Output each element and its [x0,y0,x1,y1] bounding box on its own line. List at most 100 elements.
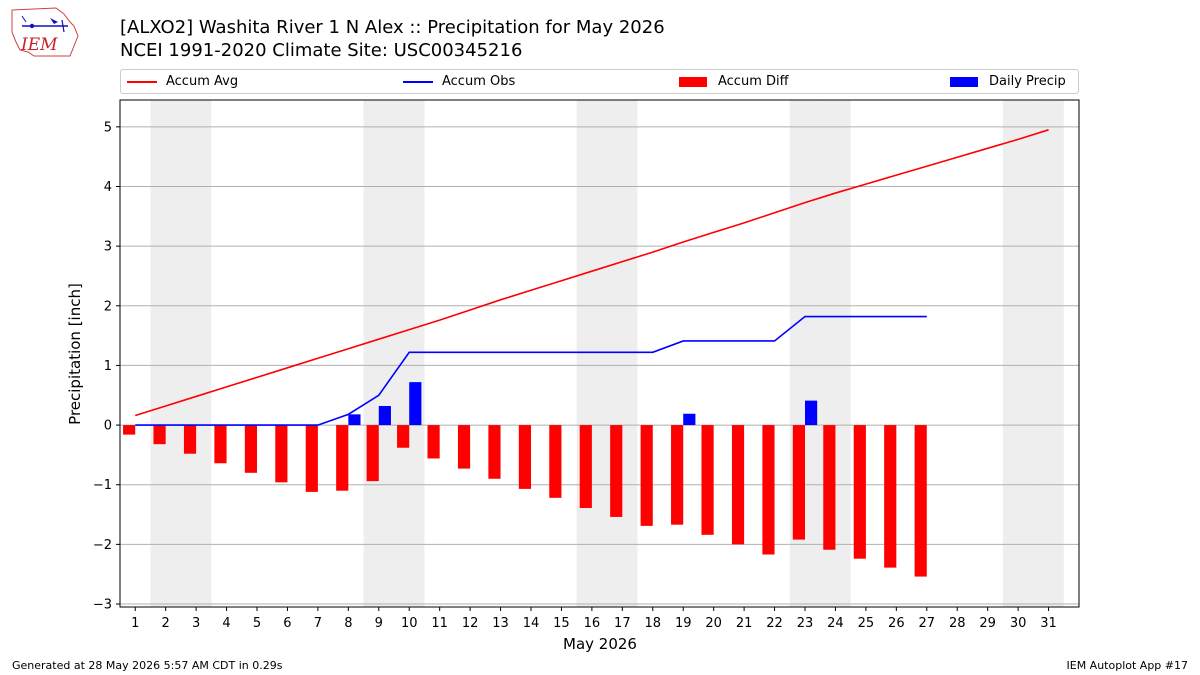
x-tick-label: 4 [222,616,230,631]
accum-diff-bar-14 [518,425,531,489]
accum-avg-line [134,129,1049,417]
shade-day-16 [576,100,608,607]
accum-diff-bar-16 [579,425,592,508]
shade-day-3 [180,100,212,607]
accum-diff-bar-20 [701,425,714,535]
app-credit: IEM Autoplot App #17 [1066,659,1189,672]
accum-diff-bar-18 [640,425,653,526]
x-tick-label: 23 [797,616,814,631]
y-tick-label: −3 [93,598,112,613]
y-tick-label: 2 [104,299,112,314]
y-tick-label: 1 [104,359,112,374]
legend-swatch [403,81,433,83]
x-tick-label: 9 [375,616,383,631]
x-tick-label: 12 [462,616,479,631]
accum-diff-bar-6 [275,425,288,483]
chart-title: [ALXO2] Washita River 1 N Alex :: Precip… [120,17,665,38]
accum-diff-bar-8 [336,425,349,491]
accum-diff-bar-19 [671,425,684,525]
legend-swatch [127,81,157,83]
x-tick-label: 13 [492,616,509,631]
legend-label: Accum Avg [166,74,239,89]
legend-swatch [950,77,978,87]
accum-diff-bar-25 [853,425,866,559]
accum-diff-bar-21 [731,425,745,545]
accum-diff-bar-13 [488,425,501,479]
y-tick-label: 0 [104,419,112,434]
x-tick-label: 28 [949,616,966,631]
accum-diff-bar-17 [610,425,623,517]
x-tick-label: 27 [919,616,936,631]
accum-diff-bar-2 [153,425,166,445]
x-tick-label: 31 [1040,616,1057,631]
x-tick-label: 3 [192,616,200,631]
series-lines [134,129,1049,426]
shade-day-9 [363,100,394,607]
y-tick-label: −2 [93,538,112,553]
x-tick-label: 17 [614,616,631,631]
accum-diff-bar-7 [305,425,318,492]
x-tick-label: 16 [584,616,601,631]
chart-subtitle: NCEI 1991-2020 Climate Site: USC00345216 [120,40,523,61]
x-tick-label: 29 [979,616,996,631]
x-tick-label: 8 [344,616,352,631]
accum-diff-bar-11 [427,425,440,459]
accum-obs-line [135,315,927,426]
legend-swatch [679,77,707,87]
legend-label: Daily Precip [989,74,1066,89]
accum-diff-bar-9 [366,425,379,482]
legend-item-daily-precip: Daily Precip [950,74,1070,90]
x-tick-label: 5 [253,616,261,631]
shade-day-2 [150,100,181,607]
y-axis-label: Precipitation [inch] [66,283,84,425]
x-tick-label: 10 [401,616,418,631]
accum-diff-bar-23 [792,425,805,540]
accum-diff-bar-24 [823,425,836,550]
x-tick-label: 6 [283,616,291,631]
x-tick-label: 24 [827,616,844,631]
y-tick-label: −1 [93,478,112,493]
daily-precip-bar-8 [348,414,361,426]
y-tick-label: 3 [104,240,112,255]
accum-diff-bar-15 [549,425,562,498]
iem-logo: IEM [11,7,79,57]
bars [123,382,927,577]
generated-timestamp: Generated at 28 May 2026 5:57 AM CDT in … [12,659,283,672]
accum-diff-bar-4 [214,425,227,464]
x-axis-label: May 2026 [563,635,637,653]
x-tick-label: 2 [162,616,170,631]
shade-day-30 [1002,100,1034,607]
x-tick-label: 20 [705,616,722,631]
shade-day-17 [607,100,638,607]
accum-diff-bar-3 [183,425,197,454]
legend: Accum Avg Accum Obs Accum Diff Daily Precip [120,69,1079,94]
daily-precip-bar-9 [378,405,391,426]
x-tick-label: 22 [766,616,783,631]
x-tick-label: 15 [553,616,570,631]
logo-text: IEM [20,35,58,55]
x-tick-label: 25 [858,616,875,631]
accum-diff-bar-22 [762,425,775,555]
weekend-shading [150,100,1064,607]
x-tick-label: 26 [888,616,905,631]
x-tick-label: 19 [675,616,692,631]
x-tick-label: 7 [314,616,322,631]
shade-day-31 [1033,100,1064,607]
daily-precip-bar-10 [409,382,422,426]
accum-diff-bar-12 [457,425,471,469]
daily-precip-bar-19 [683,413,696,426]
x-tick-label: 18 [645,616,662,631]
x-tick-label: 1 [131,616,139,631]
x-tick-label: 30 [1010,616,1027,631]
y-tick-label: 5 [104,120,112,135]
plot-frame [119,99,1080,608]
accum-diff-bar-10 [397,425,410,448]
accum-diff-bar-1 [123,425,136,435]
x-tick-label: 21 [736,616,753,631]
accum-diff-bar-27 [914,425,927,577]
accum-diff-bar-26 [884,425,897,568]
y-tick-label: 4 [104,180,112,195]
legend-label: Accum Obs [442,74,516,89]
